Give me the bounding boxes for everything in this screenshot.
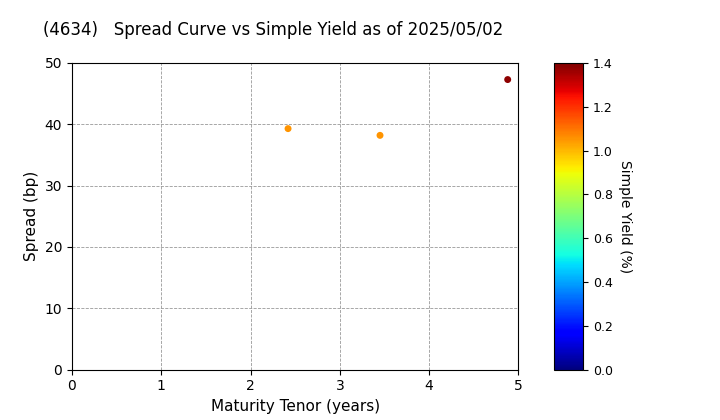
Y-axis label: Simple Yield (%): Simple Yield (%) — [618, 160, 632, 273]
Point — [282, 125, 294, 132]
Point — [374, 132, 386, 139]
Text: (4634)   Spread Curve vs Simple Yield as of 2025/05/02: (4634) Spread Curve vs Simple Yield as o… — [43, 21, 504, 39]
Point — [502, 76, 513, 83]
Y-axis label: Spread (bp): Spread (bp) — [24, 171, 39, 261]
X-axis label: Maturity Tenor (years): Maturity Tenor (years) — [211, 399, 379, 414]
